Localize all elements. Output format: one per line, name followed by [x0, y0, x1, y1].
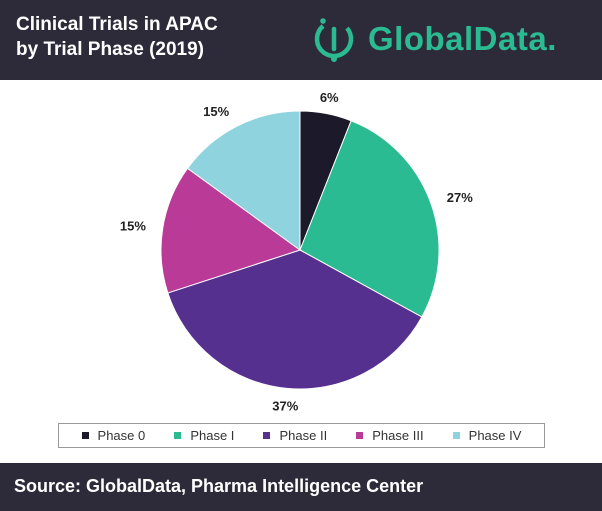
pie-slice-phase-i [299, 120, 440, 318]
source-text: Source: GlobalData, Pharma Intelligence … [14, 476, 424, 496]
chart-area: 6% 27% 37% 15% 15% [0, 80, 602, 460]
legend-swatch [81, 432, 89, 439]
globaldata-logo-icon [314, 18, 354, 62]
legend-item-phase-iv: Phase IV [452, 428, 522, 443]
legend-swatch [174, 432, 182, 439]
data-label-phase-iii: 15% [120, 219, 146, 234]
legend-label: Phase I [190, 428, 235, 443]
legend-label: Phase III [372, 428, 424, 443]
legend: Phase 0 Phase I Phase II Phase III Phase IV [58, 423, 545, 448]
data-label-phase-ii: 37% [272, 398, 298, 413]
legend-swatch [356, 432, 364, 439]
legend-swatch [263, 432, 271, 439]
pie-chart: 6% 27% 37% 15% 15% [120, 90, 473, 414]
legend-label: Phase 0 [97, 428, 146, 443]
legend-item-phase-i: Phase I [174, 428, 234, 443]
header-bar: Clinical Trials in APAC by Trial Phase (… [0, 0, 602, 80]
legend-label: Phase II [279, 428, 328, 443]
title-line-1: Clinical Trials in APAC [16, 14, 218, 35]
logo-text: GlobalData. [368, 20, 557, 57]
legend-label: Phase IV [468, 428, 522, 443]
pie-slice-phase-ii [167, 249, 423, 390]
data-label-phase-0: 6% [320, 90, 339, 105]
pie-slice-phase-iv [186, 110, 301, 251]
data-label-phase-i: 27% [447, 190, 473, 205]
legend-item-phase-0: Phase 0 [81, 428, 146, 443]
legend-swatch [452, 432, 460, 439]
chart-title: Clinical Trials in APAC by Trial Phase (… [16, 12, 218, 62]
pie-slice-phase-iii [160, 167, 302, 294]
data-label-phase-iv: 15% [203, 104, 229, 119]
title-line-2: by Trial Phase (2019) [16, 39, 204, 60]
footer-bar: Source: GlobalData, Pharma Intelligence … [0, 463, 602, 511]
legend-item-phase-ii: Phase II [263, 428, 327, 443]
legend-item-phase-iii: Phase III [356, 428, 424, 443]
globaldata-logo: GlobalData. [312, 14, 592, 64]
